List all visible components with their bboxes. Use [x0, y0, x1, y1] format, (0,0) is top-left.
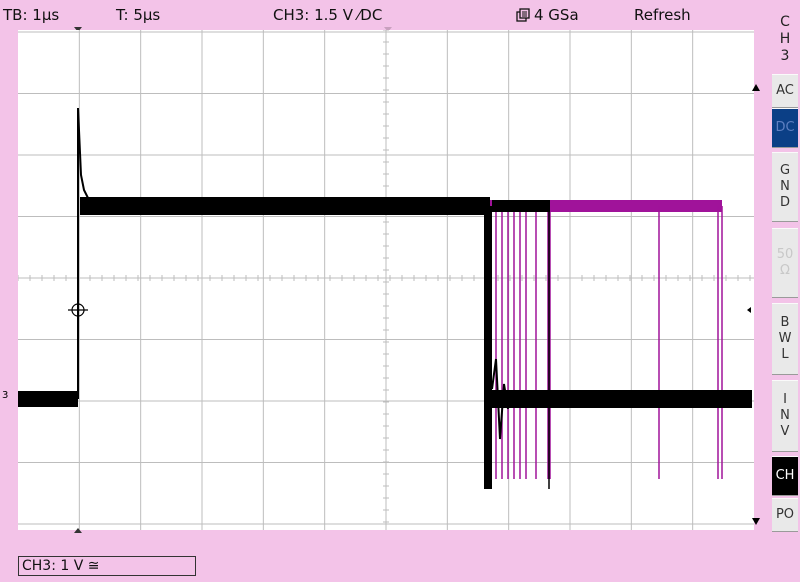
channel-label-char: C — [780, 14, 790, 30]
channel-label: C H 3 — [770, 14, 800, 65]
fifty-ohm-button[interactable]: 50 Ω — [772, 228, 798, 298]
status-bar: TB: 1µs T: 5µs CH3: 1.5 V ⁄DC 4 GSa Refr… — [0, 0, 770, 30]
trace-low-start — [18, 391, 78, 407]
trace-ringing — [491, 358, 509, 440]
timebase-readout[interactable]: TB: 1µs — [3, 6, 60, 24]
trigger-level-marker[interactable] — [747, 307, 751, 313]
waveform-svg — [18, 30, 754, 530]
gnd-coupling-button[interactable]: G N D — [772, 152, 798, 222]
scroll-down-arrow[interactable] — [752, 518, 760, 525]
ac-coupling-button[interactable]: AC — [772, 74, 798, 108]
sample-rate-text: 4 GSa — [534, 6, 579, 24]
bandwidth-limit-button[interactable]: B W L — [772, 303, 798, 375]
channel-sidebar: C H 3 AC DC G N D 50 Ω B W L I N V CH PO — [770, 0, 800, 582]
trace-low-level — [488, 390, 752, 408]
channel-label-char: 3 — [780, 48, 790, 64]
waveform-display[interactable] — [18, 30, 754, 530]
channel-label-char: H — [779, 31, 791, 47]
channel-scale-box[interactable]: CH3: 1 V ≅ — [18, 556, 196, 576]
sample-rate-readout[interactable]: 4 GSa — [516, 6, 579, 24]
trace-high-tail — [492, 200, 550, 212]
trigger-position-marker-bottom — [74, 528, 82, 533]
trace-high-level — [80, 197, 490, 215]
invert-button[interactable]: I N V — [772, 380, 798, 452]
memory-icon — [516, 8, 530, 22]
scroll-up-arrow[interactable] — [752, 84, 760, 91]
acquisition-mode[interactable]: Refresh — [634, 6, 691, 24]
channel-select-button[interactable]: CH — [772, 456, 798, 496]
channel-setting-readout[interactable]: CH3: 1.5 V ⁄DC — [273, 6, 383, 24]
trace-falling-edge — [484, 206, 492, 489]
position-button[interactable]: PO — [772, 498, 798, 532]
channel-ground-marker[interactable]: 3 — [2, 390, 9, 401]
trigger-time-readout[interactable]: T: 5µs — [116, 6, 161, 24]
trigger-position-marker — [74, 27, 82, 32]
dc-coupling-button[interactable]: DC — [772, 108, 798, 148]
